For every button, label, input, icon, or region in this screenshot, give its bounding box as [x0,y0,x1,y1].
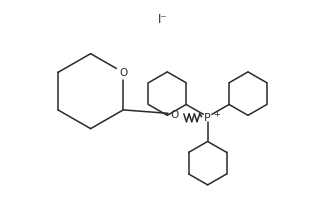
Text: O: O [119,68,128,78]
Text: O: O [171,109,179,119]
Text: P: P [204,112,211,122]
Text: I⁻: I⁻ [158,13,168,26]
Text: +: + [213,110,220,119]
